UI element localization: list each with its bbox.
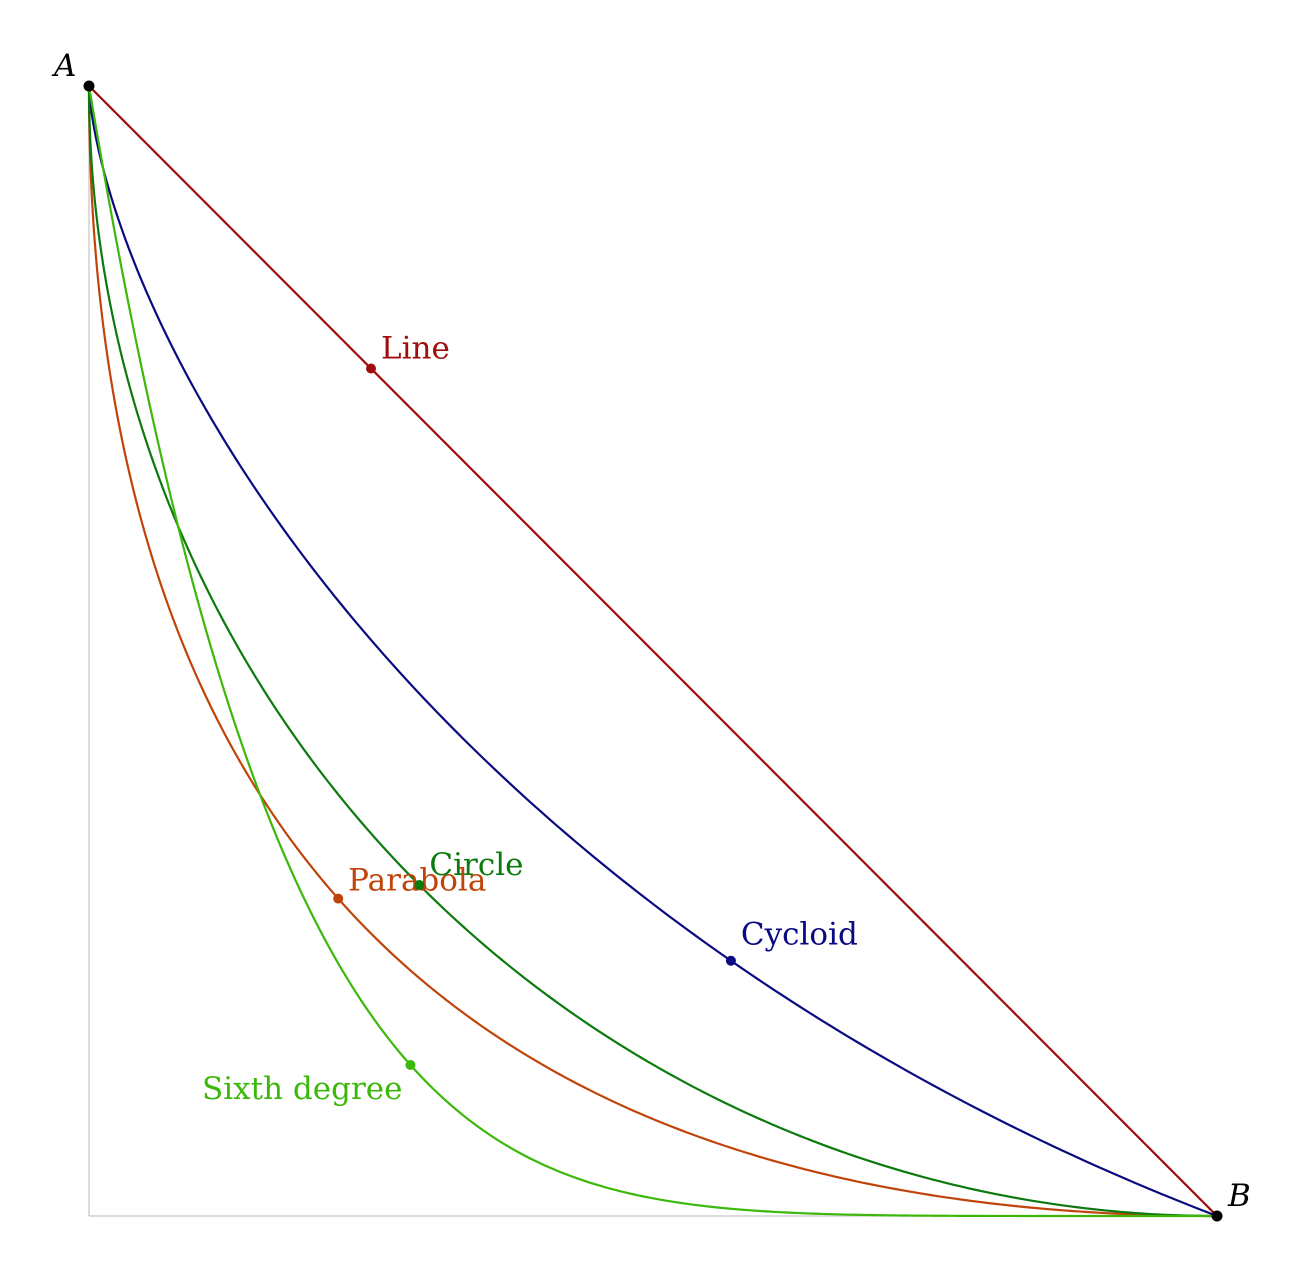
- line-label: Line: [381, 331, 450, 367]
- line-curve: [87, 84, 1219, 1218]
- line-marker: [366, 363, 376, 374]
- parabola-marker: [333, 893, 344, 904]
- parabola-curve: [87, 84, 1219, 1218]
- point-a-label: A: [51, 48, 76, 84]
- circle-marker: [414, 880, 425, 891]
- sixth-marker: [405, 1060, 416, 1071]
- sixth-curve: [87, 84, 1219, 1218]
- point-a-marker: [83, 80, 95, 92]
- cycloid-curve: [87, 84, 1219, 1218]
- curves-layer: [87, 84, 1219, 1218]
- cycloid-label: Cycloid: [741, 917, 858, 953]
- sixth-label: Sixth degree: [202, 1071, 402, 1107]
- point-b-marker: [1211, 1210, 1223, 1222]
- point-b-label: B: [1227, 1178, 1251, 1214]
- circle-label: Circle: [429, 847, 523, 883]
- markers-layer: LineParabolaCycloidCircleSixth degree: [202, 331, 858, 1108]
- cycloid-marker: [725, 955, 736, 966]
